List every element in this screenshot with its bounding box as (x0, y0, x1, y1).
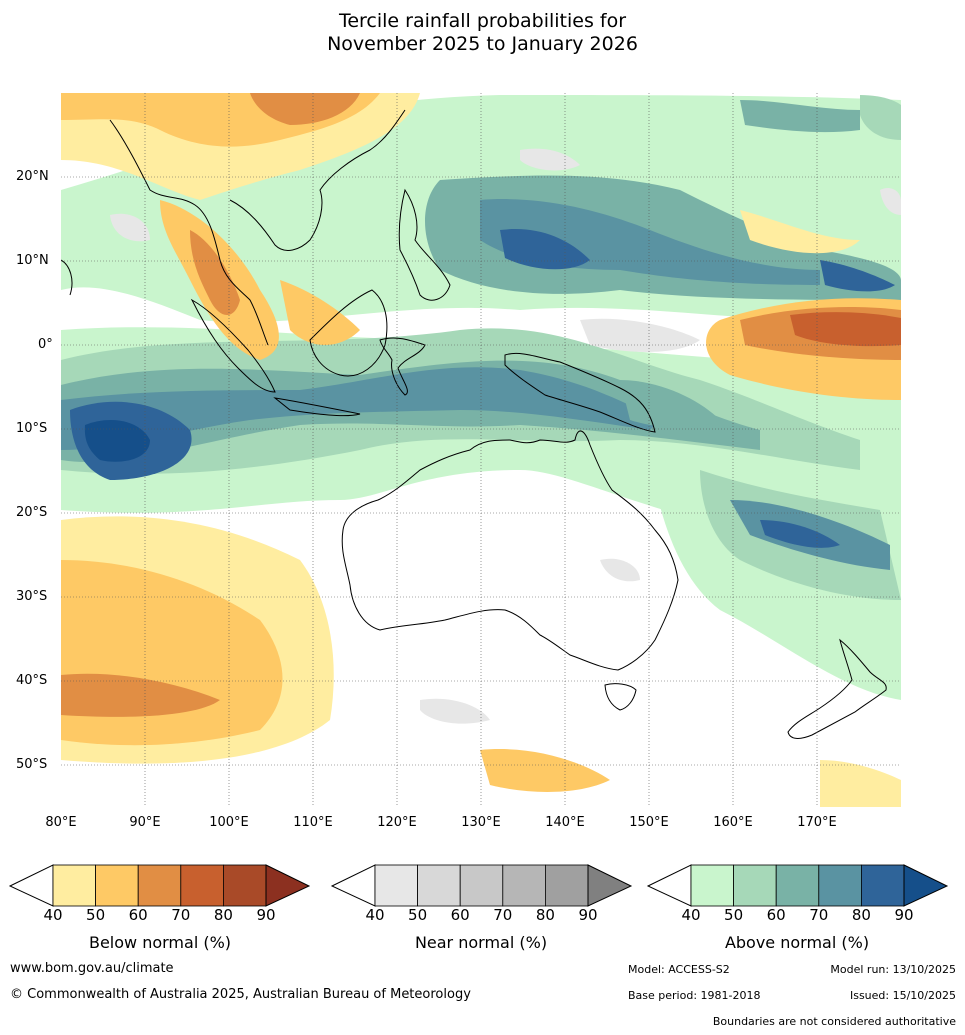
lon-label-140e: 140°E (545, 815, 585, 830)
probability-field (61, 93, 901, 807)
colorbar-near-normal (330, 864, 633, 907)
copyright-notice: © Commonwealth of Australia 2025, Austra… (10, 987, 471, 1002)
legend-title-near-normal: Near normal (%) (414, 933, 548, 952)
lon-label-130e: 130°E (461, 815, 501, 830)
cb-above-tick: 60 (766, 906, 786, 924)
model-run-date: Model run: 13/10/2025 (830, 963, 956, 976)
legend-title-below-normal: Below normal (%) (88, 933, 232, 952)
lon-label-160e: 160°E (713, 815, 753, 830)
title-line-2: November 2025 to January 2026 (327, 33, 638, 55)
cb-below-tick: 90 (256, 906, 276, 924)
lat-label-20s: 20°S (16, 505, 48, 520)
cb-below-40-50 (52, 864, 96, 907)
cb-near-tick: 60 (450, 906, 470, 924)
colorbar-below-normal (8, 864, 311, 907)
sumatra-coastline (190, 298, 276, 393)
cb-below-60-70 (137, 864, 182, 907)
lon-label-110e: 110°E (293, 815, 333, 830)
tasmania-coastline (604, 683, 637, 711)
sulawesi-coastline (379, 337, 426, 396)
cb-above-80-90 (861, 864, 905, 907)
cb-above-min (646, 864, 692, 907)
lon-label-120e: 120°E (377, 815, 417, 830)
cb-above-tick: 70 (809, 906, 829, 924)
colorbar-above-normal (646, 864, 949, 907)
cb-above-40-50 (690, 864, 734, 907)
cb-near-tick: 50 (408, 906, 428, 924)
boundaries-disclaimer: Boundaries are not considered authoritat… (712, 1015, 956, 1028)
model-name: Model: ACCESS-S2 (628, 963, 730, 976)
cb-below-tick: 80 (213, 906, 233, 924)
website-link[interactable]: www.bom.gov.au/climate (10, 961, 174, 976)
new-guinea-coastline (504, 352, 656, 433)
cb-above-tick: 90 (894, 906, 914, 924)
cb-below-50-60 (95, 864, 139, 907)
cb-below-max (265, 864, 311, 907)
australia-coastline (341, 430, 679, 671)
cb-near-max (587, 864, 633, 907)
lat-label-50s: 50°S (16, 757, 48, 772)
cb-below-70-80 (180, 864, 224, 907)
lat-label-20n: 20°N (16, 169, 49, 184)
legend-title-above-normal: Above normal (%) (724, 933, 870, 952)
base-period: Base period: 1981-2018 (628, 989, 761, 1002)
cb-near-tick: 70 (493, 906, 513, 924)
cb-near-tick: 90 (578, 906, 598, 924)
cb-above-tick: 40 (681, 906, 701, 924)
lat-label-10n: 10°N (16, 253, 49, 268)
lon-label-170e: 170°E (797, 815, 837, 830)
cb-near-70-80 (502, 864, 546, 907)
cb-below-tick: 40 (43, 906, 63, 924)
cb-near-min (330, 864, 376, 907)
cb-below-80-90 (222, 864, 267, 907)
lat-label-10s: 10°S (16, 421, 48, 436)
lon-label-80e: 80°E (45, 815, 77, 830)
cb-above-tick: 50 (724, 906, 744, 924)
cb-near-80-90 (545, 864, 589, 907)
cb-below-tick: 70 (171, 906, 191, 924)
lon-label-150e: 150°E (629, 815, 669, 830)
cb-above-tick: 80 (851, 906, 871, 924)
cb-near-tick: 80 (535, 906, 555, 924)
title-line-1: Tercile rainfall probabilities for (338, 10, 627, 32)
cb-near-tick: 40 (365, 906, 385, 924)
philippines-coastline (398, 188, 451, 301)
map-title: Tercile rainfall probabilities for Novem… (0, 10, 965, 56)
cb-near-40-50 (374, 864, 418, 907)
lon-label-90e: 90°E (129, 815, 161, 830)
graticule (61, 93, 901, 807)
new-zealand-coastline (787, 638, 887, 739)
lon-label-100e: 100°E (209, 815, 249, 830)
cb-near-60-70 (459, 864, 504, 907)
cb-near-50-60 (417, 864, 461, 907)
cb-above-max (903, 864, 949, 907)
cb-above-60-70 (775, 864, 820, 907)
cb-below-tick: 50 (86, 906, 106, 924)
issued-date: Issued: 15/10/2025 (849, 989, 956, 1002)
cb-below-tick: 60 (128, 906, 148, 924)
cb-above-50-60 (733, 864, 777, 907)
lat-label-30s: 30°S (16, 589, 48, 604)
cb-above-70-80 (818, 864, 862, 907)
lat-label-equator: 0° (38, 337, 53, 352)
cb-below-min (8, 864, 54, 907)
java-coastline (273, 397, 361, 417)
lat-label-40s: 40°S (16, 673, 48, 688)
